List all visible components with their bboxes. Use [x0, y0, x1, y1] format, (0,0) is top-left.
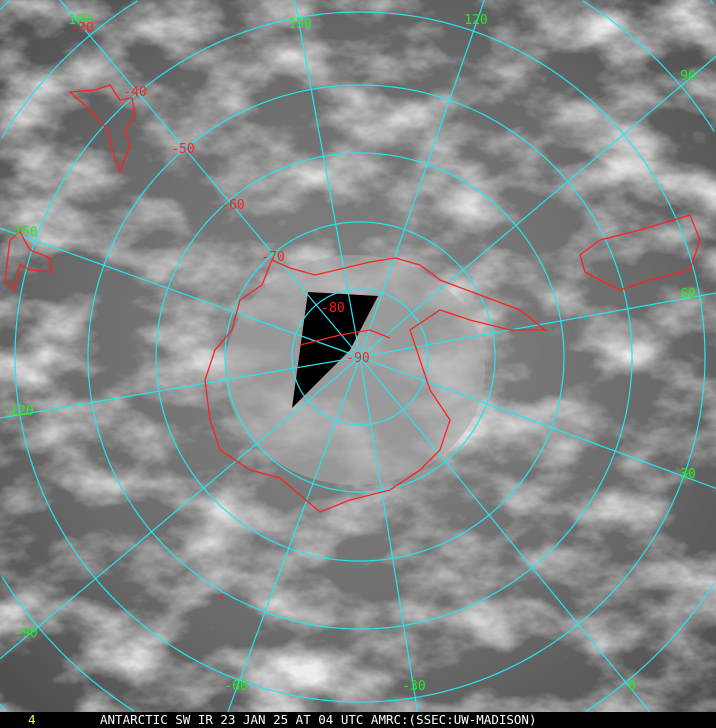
latitude-circle: [585, 582, 715, 712]
meridian-line: [227, 356, 361, 712]
lon-120-label: 120: [464, 13, 487, 28]
latitude-circle: [582, 0, 715, 132]
latitude-circle: [155, 152, 565, 562]
lon-60-label: 60: [680, 287, 696, 302]
lat-lon-grid: [0, 0, 716, 712]
lon-m30-label: -30: [402, 679, 425, 694]
missing-data-wedge: [292, 292, 378, 408]
antarctica-coastline: [204, 257, 547, 513]
lon-m90-label: -90: [14, 626, 37, 641]
meridian-line: [59, 0, 361, 358]
meridian-line: [359, 356, 716, 489]
meridian-line: [0, 356, 361, 660]
lon-m120-label: -120: [2, 404, 33, 419]
lat-80-label: -80: [321, 301, 344, 316]
coastlines: [4, 84, 701, 601]
lat-30-label: -30: [70, 21, 93, 36]
lon-30-label: 30: [680, 467, 696, 482]
latitude-circle: [87, 84, 633, 630]
latitude-circle: [224, 221, 496, 493]
south-georgia-coastline: [219, 594, 224, 601]
caption-bar: 4 ANTARCTIC SW IR 23 JAN 25 AT 04 UTC AMR…: [0, 712, 716, 728]
lat-40-label: -40: [123, 85, 146, 100]
meridian-line: [0, 356, 361, 419]
peninsula-coastline: [299, 329, 391, 346]
lon-180-label: 180: [68, 13, 91, 28]
lon-0-label: 0: [628, 679, 636, 694]
meridian-line: [0, 227, 361, 358]
latitude-circle: [291, 288, 429, 426]
latitude-circle: [0, 703, 7, 712]
lat-90-label: -90: [346, 351, 369, 366]
meridian-line: [359, 55, 716, 358]
lon-m150-label: -150: [6, 225, 37, 240]
lat-70-label: -70: [261, 250, 284, 265]
frame-number: 4: [28, 712, 36, 727]
longitude-labels: 180 150 120 90 60 30 0 -30 -60 -90 -120 -150: [2, 13, 695, 694]
latitude-circle: [1, 576, 135, 712]
south-america-coastline: [579, 214, 701, 291]
meridian-line: [294, 0, 361, 358]
latitude-circle: [0, 0, 10, 11]
australia-coastline: [68, 84, 136, 174]
image-caption: ANTARCTIC SW IR 23 JAN 25 AT 04 UTC AMRC…: [100, 712, 537, 727]
latitude-circle: [1, 0, 138, 138]
lon-m60-label: -60: [224, 679, 247, 694]
lon-150-label: 150: [288, 17, 311, 32]
meridian-line: [359, 356, 419, 712]
lat-60-label: -60: [221, 198, 244, 213]
latitude-circle: [14, 11, 706, 703]
latitude-circle: [710, 0, 715, 4]
new-zealand-coastline: [4, 231, 53, 292]
lon-90-label: 90: [680, 69, 696, 84]
satellite-ir-map: 180 150 120 90 60 30 0 -30 -60 -90 -120 -150 -30 -40…: [0, 0, 716, 712]
latitude-labels: -30 -40 -50 -60 -70 -80 -90: [70, 21, 369, 366]
meridian-line: [359, 356, 651, 712]
meridian-line: [359, 0, 485, 358]
lat-50-label: -50: [171, 142, 194, 157]
